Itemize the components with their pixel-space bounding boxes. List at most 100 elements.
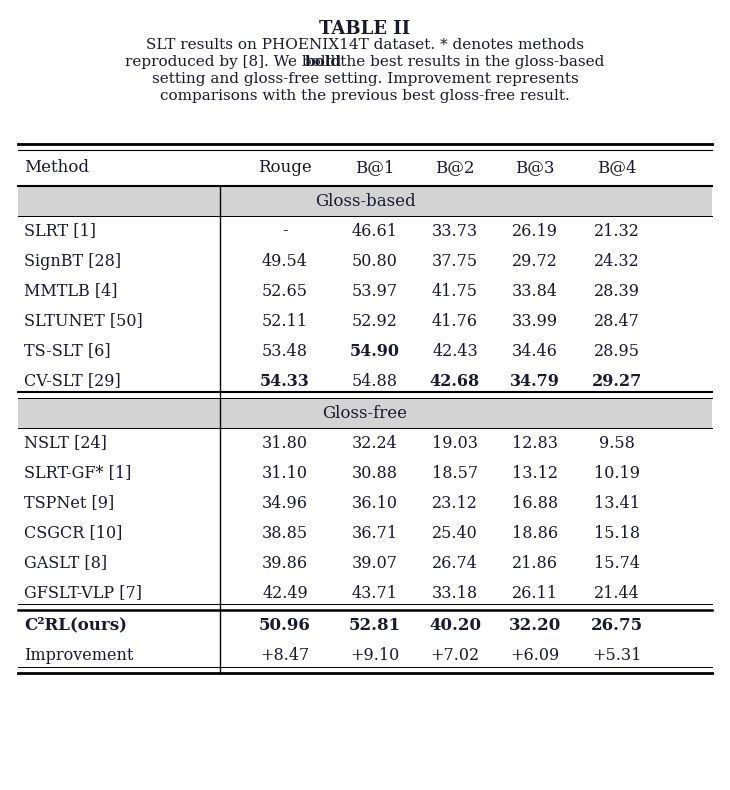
Text: 36.71: 36.71 <box>352 525 398 541</box>
Text: +8.47: +8.47 <box>261 646 310 664</box>
Text: setting and gloss-free setting. Improvement represents: setting and gloss-free setting. Improvem… <box>152 72 578 86</box>
Text: 43.71: 43.71 <box>352 585 398 601</box>
Text: +9.10: +9.10 <box>350 646 399 664</box>
Text: 13.12: 13.12 <box>512 465 558 481</box>
Text: 42.43: 42.43 <box>432 343 478 359</box>
Text: 52.65: 52.65 <box>262 283 308 299</box>
Text: 34.46: 34.46 <box>512 343 558 359</box>
Text: 23.12: 23.12 <box>432 495 478 511</box>
Text: 36.10: 36.10 <box>352 495 398 511</box>
Text: +7.02: +7.02 <box>431 646 480 664</box>
Text: 26.19: 26.19 <box>512 223 558 239</box>
Text: 24.32: 24.32 <box>594 253 640 269</box>
Text: 41.75: 41.75 <box>432 283 478 299</box>
Text: TSPNet [9]: TSPNet [9] <box>24 495 115 511</box>
Text: 53.48: 53.48 <box>262 343 308 359</box>
Text: 26.74: 26.74 <box>432 555 478 571</box>
Text: 13.41: 13.41 <box>594 495 640 511</box>
Text: 33.73: 33.73 <box>432 223 478 239</box>
Text: 25.40: 25.40 <box>432 525 478 541</box>
Text: 50.80: 50.80 <box>352 253 398 269</box>
Text: 15.74: 15.74 <box>594 555 640 571</box>
Text: 32.24: 32.24 <box>352 435 398 452</box>
Text: comparisons with the previous best gloss-free result.: comparisons with the previous best gloss… <box>160 89 570 103</box>
Text: 29.27: 29.27 <box>592 373 642 389</box>
Text: GFSLT-VLP [7]: GFSLT-VLP [7] <box>24 585 142 601</box>
Text: 31.80: 31.80 <box>262 435 308 452</box>
Text: 34.96: 34.96 <box>262 495 308 511</box>
Text: 30.88: 30.88 <box>352 465 398 481</box>
Bar <box>18 186 712 216</box>
Text: 10.19: 10.19 <box>594 465 640 481</box>
Text: B@4: B@4 <box>597 160 637 176</box>
Text: 28.47: 28.47 <box>594 313 640 329</box>
Text: Rouge: Rouge <box>258 160 312 176</box>
Text: 33.18: 33.18 <box>432 585 478 601</box>
Text: 15.18: 15.18 <box>594 525 640 541</box>
Text: TS-SLT [6]: TS-SLT [6] <box>24 343 111 359</box>
Text: SLTUNET [50]: SLTUNET [50] <box>24 313 143 329</box>
Text: CSGCR [10]: CSGCR [10] <box>24 525 123 541</box>
Text: B@1: B@1 <box>356 160 395 176</box>
Text: 54.90: 54.90 <box>350 343 400 359</box>
Text: 26.11: 26.11 <box>512 585 558 601</box>
Text: bold: bold <box>304 55 342 69</box>
Text: 9.58: 9.58 <box>599 435 635 452</box>
Text: 21.86: 21.86 <box>512 555 558 571</box>
Text: C²RL(ours): C²RL(ours) <box>24 616 127 634</box>
Text: 16.88: 16.88 <box>512 495 558 511</box>
Text: 37.75: 37.75 <box>432 253 478 269</box>
Text: 53.97: 53.97 <box>352 283 398 299</box>
Text: SLT results on PHOENIX14T dataset. * denotes methods: SLT results on PHOENIX14T dataset. * den… <box>146 38 584 52</box>
Text: SignBT [28]: SignBT [28] <box>24 253 121 269</box>
Text: 33.99: 33.99 <box>512 313 558 329</box>
Bar <box>18 398 712 428</box>
Text: 19.03: 19.03 <box>432 435 478 452</box>
Text: 52.11: 52.11 <box>262 313 308 329</box>
Text: 39.07: 39.07 <box>352 555 398 571</box>
Text: 39.86: 39.86 <box>262 555 308 571</box>
Text: 54.88: 54.88 <box>352 373 398 389</box>
Text: 40.20: 40.20 <box>429 616 481 634</box>
Text: 28.95: 28.95 <box>594 343 640 359</box>
Text: bold: bold <box>304 55 342 69</box>
Text: 18.86: 18.86 <box>512 525 558 541</box>
Text: 33.84: 33.84 <box>512 283 558 299</box>
Text: Method: Method <box>24 160 89 176</box>
Text: -: - <box>283 223 288 239</box>
Text: 52.92: 52.92 <box>352 313 398 329</box>
Text: 50.96: 50.96 <box>259 616 311 634</box>
Text: 18.57: 18.57 <box>432 465 478 481</box>
Text: MMTLB [4]: MMTLB [4] <box>24 283 118 299</box>
Text: 21.32: 21.32 <box>594 223 640 239</box>
Text: NSLT [24]: NSLT [24] <box>24 435 107 452</box>
Text: 12.83: 12.83 <box>512 435 558 452</box>
Text: 32.20: 32.20 <box>509 616 561 634</box>
Text: reproduced by [8]. We bold the best results in the gloss-based: reproduced by [8]. We bold the best resu… <box>126 55 604 69</box>
Text: TABLE II: TABLE II <box>320 20 410 38</box>
Text: 49.54: 49.54 <box>262 253 308 269</box>
Text: 34.79: 34.79 <box>510 373 560 389</box>
Text: 52.81: 52.81 <box>349 616 401 634</box>
Text: 26.75: 26.75 <box>591 616 643 634</box>
Text: GASLT [8]: GASLT [8] <box>24 555 107 571</box>
Text: 31.10: 31.10 <box>262 465 308 481</box>
Text: 28.39: 28.39 <box>594 283 640 299</box>
Text: CV-SLT [29]: CV-SLT [29] <box>24 373 120 389</box>
Text: 42.49: 42.49 <box>262 585 308 601</box>
Text: Gloss-free: Gloss-free <box>323 404 407 422</box>
Text: B@3: B@3 <box>515 160 555 176</box>
Text: +5.31: +5.31 <box>592 646 642 664</box>
Text: SLRT-GF* [1]: SLRT-GF* [1] <box>24 465 131 481</box>
Text: 38.85: 38.85 <box>262 525 308 541</box>
Text: 46.61: 46.61 <box>352 223 398 239</box>
Text: 41.76: 41.76 <box>432 313 478 329</box>
Text: 29.72: 29.72 <box>512 253 558 269</box>
Text: SLRT [1]: SLRT [1] <box>24 223 96 239</box>
Text: 42.68: 42.68 <box>430 373 480 389</box>
Text: Improvement: Improvement <box>24 646 134 664</box>
Text: 21.44: 21.44 <box>594 585 640 601</box>
Text: +6.09: +6.09 <box>510 646 560 664</box>
Text: Gloss-based: Gloss-based <box>315 193 415 209</box>
Text: 54.33: 54.33 <box>260 373 310 389</box>
